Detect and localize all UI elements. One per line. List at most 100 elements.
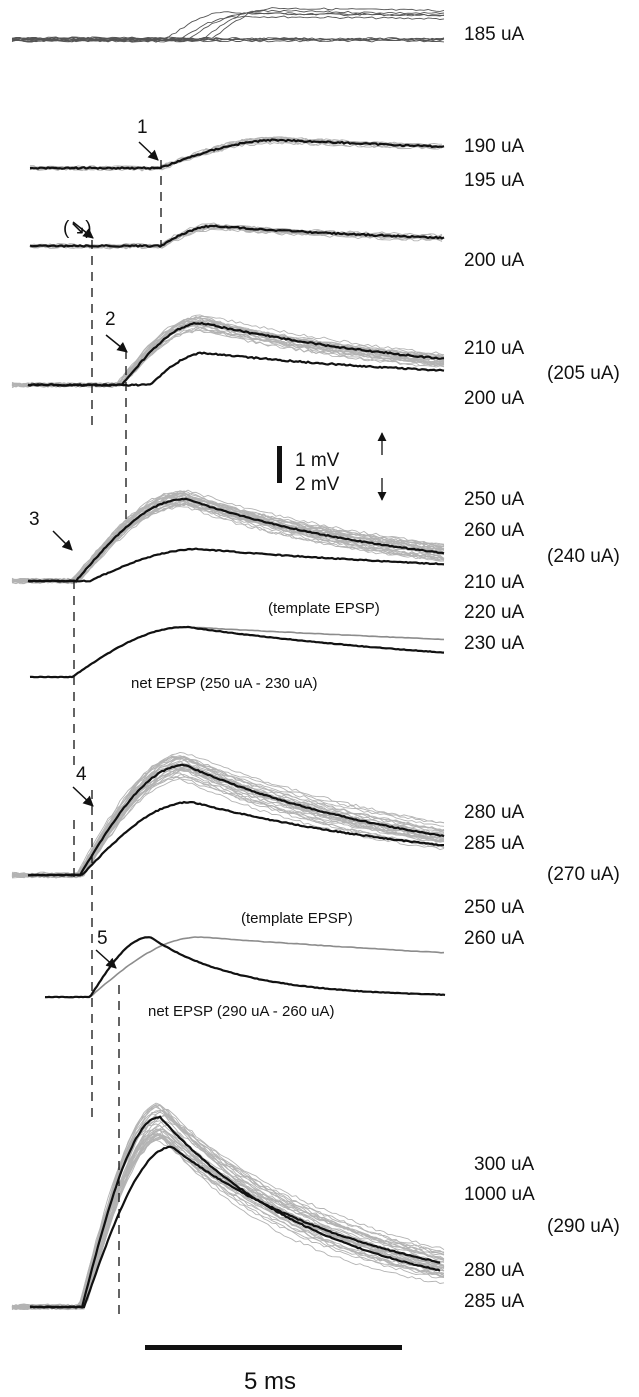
p2-trial-21 bbox=[11, 319, 445, 386]
group-label-240: (240 uA) bbox=[547, 546, 620, 567]
marker-label-4: 4 bbox=[76, 764, 87, 785]
arrow-5 bbox=[95, 949, 117, 969]
scale-2mv-label: 2 mV bbox=[295, 474, 340, 495]
p4-mean-250 bbox=[27, 800, 444, 877]
p5-trial-33 bbox=[11, 1105, 445, 1308]
p3-trial-23 bbox=[11, 489, 445, 582]
net-epsp-label-2: net EPSP (290 uA - 260 uA) bbox=[148, 1003, 335, 1020]
arrow-4 bbox=[72, 786, 94, 807]
p4-trial-25 bbox=[11, 755, 445, 879]
trial-traces bbox=[11, 7, 445, 1311]
p3-mean-250 bbox=[27, 497, 445, 583]
p5-mean-280 bbox=[29, 1145, 441, 1309]
p5-trial-1 bbox=[11, 1113, 445, 1310]
label-285a: 285 uA bbox=[464, 833, 525, 854]
p5-trial-27 bbox=[11, 1129, 445, 1308]
arrow-1 bbox=[138, 141, 159, 161]
label-280b: 280 uA bbox=[464, 1260, 525, 1281]
marker-label-2: 2 bbox=[105, 309, 116, 330]
p5-trial-4 bbox=[11, 1104, 445, 1311]
p3-trial-22 bbox=[11, 490, 445, 584]
arrow-3 bbox=[52, 530, 73, 551]
label-285b: 285 uA bbox=[464, 1291, 525, 1312]
scale-1mv-label: 1 mV bbox=[295, 450, 340, 471]
p3-trial-17 bbox=[11, 493, 445, 585]
marker-label-1b: (↘) bbox=[63, 218, 92, 239]
p4-trial-18 bbox=[11, 765, 445, 876]
label-250b: 250 uA bbox=[464, 897, 525, 918]
p5-trial-18 bbox=[11, 1130, 445, 1309]
p5-mean-300 bbox=[29, 1115, 441, 1309]
p5-trial-8 bbox=[11, 1110, 445, 1309]
template-label-1: (template EPSP) bbox=[268, 600, 380, 617]
p4-trial-27 bbox=[11, 756, 445, 876]
p5-trial-13 bbox=[11, 1134, 445, 1310]
label-200a: 200 uA bbox=[464, 250, 525, 271]
onset-arrows bbox=[52, 141, 159, 969]
vertical-scale-bar: 1 mV 2 mV bbox=[277, 432, 387, 501]
p5-trial-22 bbox=[11, 1115, 445, 1310]
label-260b: 260 uA bbox=[464, 928, 525, 949]
p3-mean-210 bbox=[27, 547, 445, 583]
label-185: 185 uA bbox=[464, 24, 525, 45]
raw-trace-4 bbox=[11, 7, 445, 40]
p5-trial-28 bbox=[11, 1106, 445, 1310]
p5-trial-11 bbox=[11, 1120, 445, 1310]
p2-mean-200 bbox=[27, 351, 445, 387]
p5-trial-21 bbox=[11, 1129, 445, 1310]
label-195: 195 uA bbox=[464, 170, 525, 191]
label-200b: 200 uA bbox=[464, 388, 525, 409]
p5-trial-26 bbox=[11, 1108, 445, 1310]
p5-trial-31 bbox=[11, 1124, 445, 1308]
marker-label-1: 1 bbox=[137, 117, 148, 138]
p5-trial-12 bbox=[11, 1111, 445, 1309]
label-210b: 210 uA bbox=[464, 572, 525, 593]
arrow-1b bbox=[72, 221, 94, 239]
onset-dashed-lines bbox=[73, 160, 162, 1320]
p5-trial-10 bbox=[11, 1132, 445, 1311]
p5-trial-19 bbox=[11, 1104, 445, 1309]
p1-trial-2 bbox=[29, 141, 443, 172]
mean-traces bbox=[27, 138, 446, 1309]
label-210a: 210 uA bbox=[464, 338, 525, 359]
label-280a: 280 uA bbox=[464, 802, 525, 823]
p5-trial-25 bbox=[11, 1128, 445, 1309]
group-label-270: (270 uA) bbox=[547, 864, 620, 885]
marker-label-5: 5 bbox=[97, 928, 108, 949]
p5-trial-30 bbox=[11, 1134, 445, 1308]
p5-trial-9 bbox=[11, 1124, 445, 1311]
template-label-2: (template EPSP) bbox=[241, 910, 353, 927]
p3-trial-27 bbox=[11, 494, 445, 584]
scale-5ms-label: 5 ms bbox=[244, 1368, 296, 1395]
p5-trial-3 bbox=[11, 1123, 445, 1309]
p5-trial-17 bbox=[11, 1115, 445, 1310]
raw-trace-8 bbox=[11, 39, 445, 43]
p4-mean-280 bbox=[27, 763, 445, 877]
label-260a: 260 uA bbox=[464, 520, 525, 541]
p4-trial-26 bbox=[11, 772, 445, 878]
p5-trial-16 bbox=[11, 1137, 445, 1309]
raw-trace-9 bbox=[11, 37, 445, 41]
p5-trial-23 bbox=[11, 1120, 445, 1310]
p4-trial-7 bbox=[11, 776, 445, 878]
p1b-trial-8 bbox=[29, 228, 443, 250]
marker-label-3: 3 bbox=[29, 509, 40, 530]
scale-bar-horizontal bbox=[145, 1345, 402, 1350]
net-epsp-label-1: net EPSP (250 uA - 230 uA) bbox=[131, 675, 318, 692]
p3-trial-19 bbox=[11, 502, 445, 582]
net1-mean bbox=[29, 625, 445, 679]
p5-trial-14 bbox=[11, 1133, 445, 1310]
arrow-2 bbox=[105, 334, 128, 353]
horizontal-scale-bar: 5 ms bbox=[145, 1345, 402, 1395]
p5-trial-20 bbox=[11, 1133, 445, 1310]
p5-trial-6 bbox=[11, 1102, 445, 1309]
p5-trial-24 bbox=[11, 1129, 445, 1310]
label-220: 220 uA bbox=[464, 602, 525, 623]
label-1000: 1000 uA bbox=[464, 1184, 535, 1205]
label-230: 230 uA bbox=[464, 633, 525, 654]
p5-trial-0 bbox=[11, 1109, 445, 1310]
label-190: 190 uA bbox=[464, 136, 525, 157]
p1-mean bbox=[29, 138, 445, 170]
scale-bar-vertical bbox=[277, 446, 282, 483]
